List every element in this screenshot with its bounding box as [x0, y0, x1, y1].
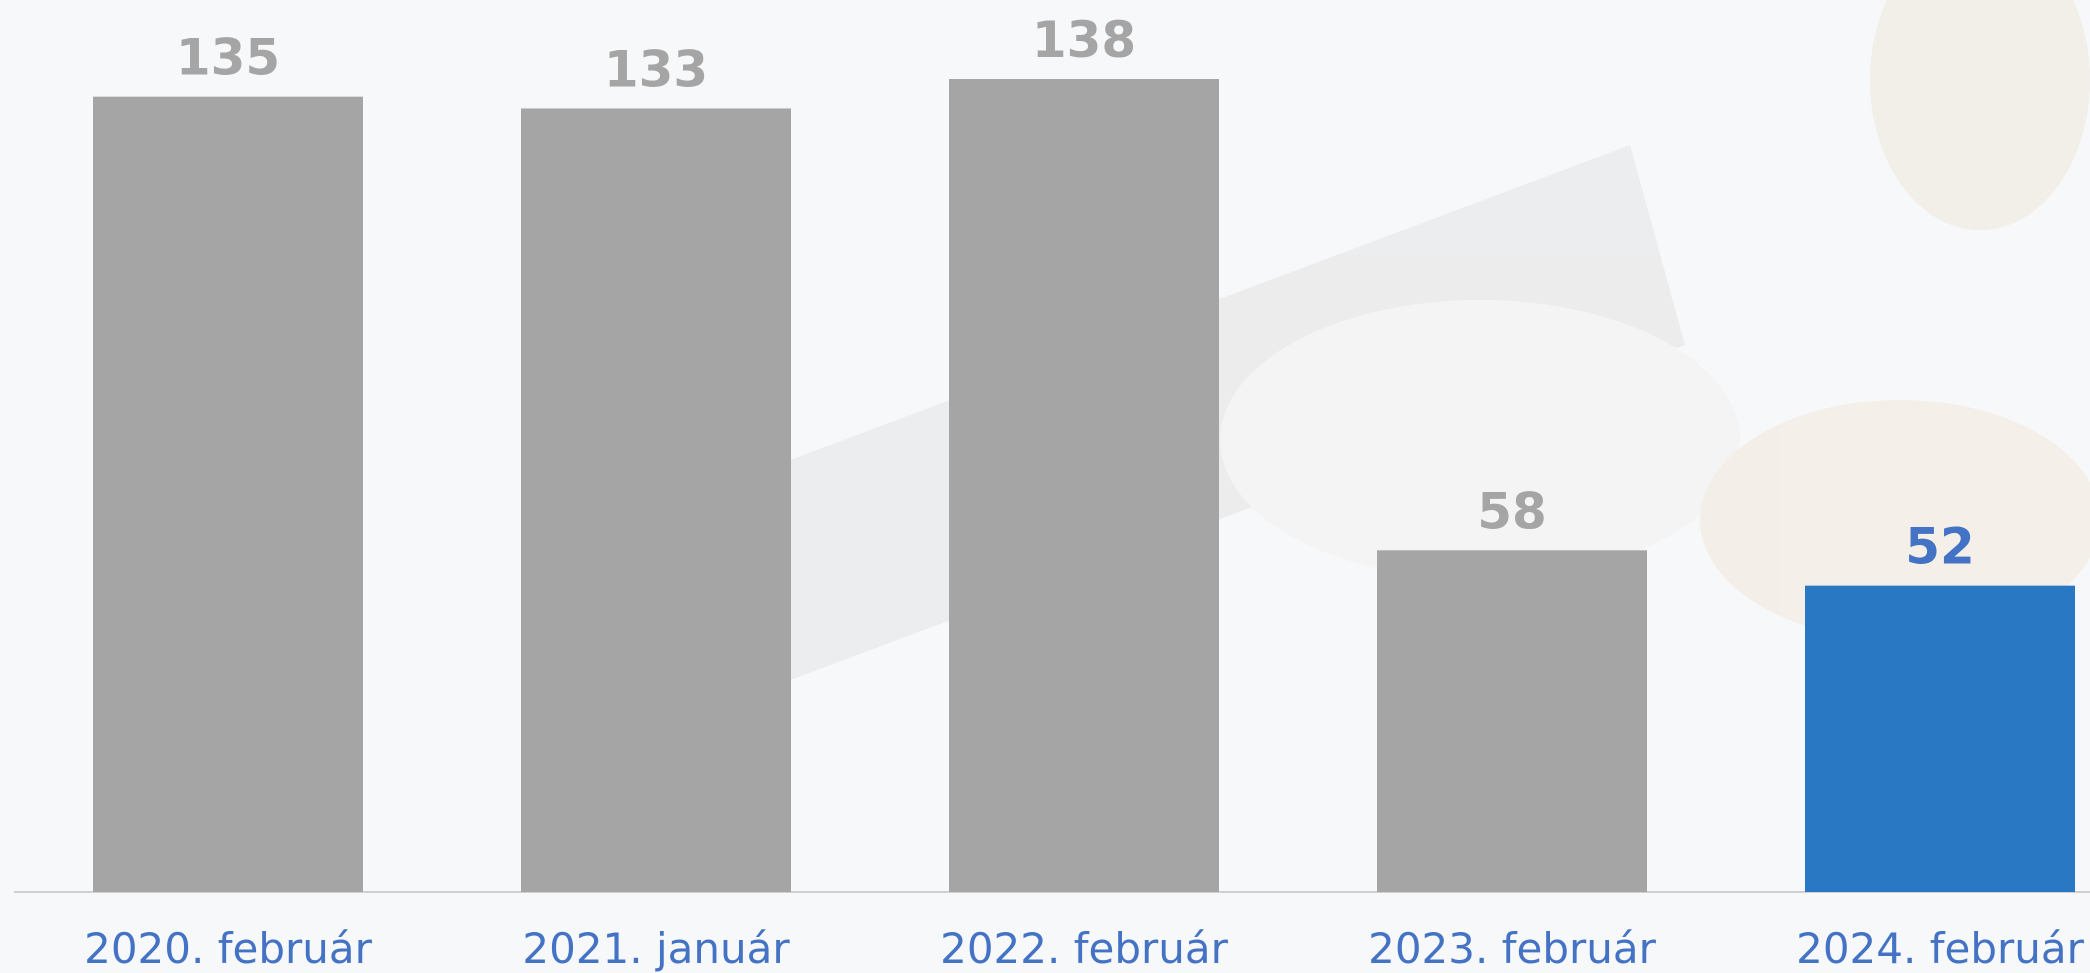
value-label: 52 [1905, 518, 1975, 576]
chart: 135 2020. február 133 2021. január 138 2022. … [0, 0, 2090, 973]
x-tick-label: 2023. február [1368, 924, 1656, 973]
x-tick-label: 2024. február [1796, 924, 2084, 973]
value-label: 58 [1477, 482, 1547, 540]
x-tick-label: 2020. február [84, 924, 372, 973]
value-label: 133 [604, 40, 708, 98]
value-label: 135 [176, 29, 280, 87]
bar [1805, 586, 2075, 892]
bar [949, 79, 1219, 892]
x-tick-label: 2021. január [522, 924, 790, 973]
bar [1377, 550, 1647, 892]
value-label: 138 [1032, 11, 1136, 69]
x-tick-label: 2022. február [940, 924, 1228, 973]
page: 135 2020. február 133 2021. január 138 2022. … [0, 0, 2090, 973]
bar [93, 97, 363, 892]
bar [521, 108, 791, 892]
